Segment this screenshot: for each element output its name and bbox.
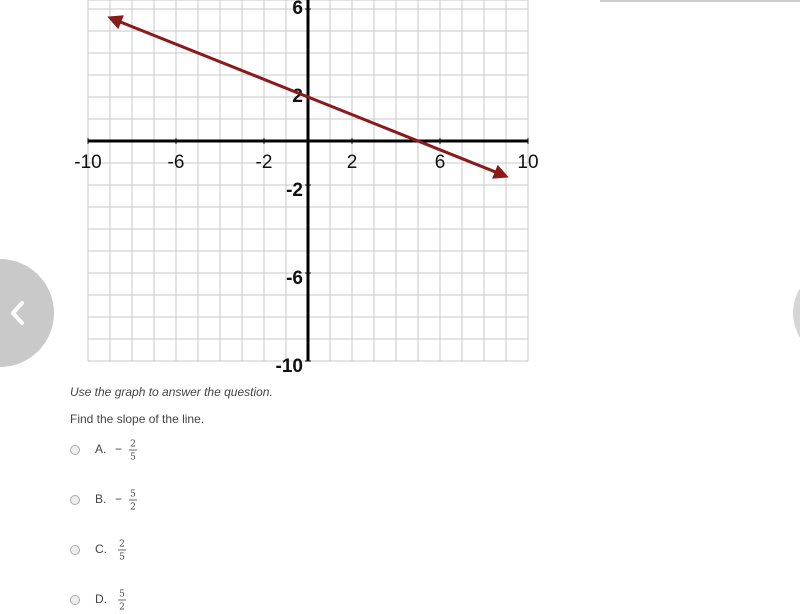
instruction: Use the graph to answer the question. xyxy=(70,385,273,399)
option[interactable]: C. 2 5 xyxy=(70,540,127,563)
x-tick-label: 6 xyxy=(435,152,446,173)
y-tick-label: 2 xyxy=(292,86,303,107)
y-tick-label: -6 xyxy=(286,268,303,289)
denominator: 5 xyxy=(130,453,136,463)
option-label: D. xyxy=(95,592,107,606)
options: A. −25B. −52C. 25D. 52 xyxy=(70,440,138,613)
numerator: 5 xyxy=(119,590,125,600)
radio-button[interactable] xyxy=(70,495,80,505)
y-tick-label: -10 xyxy=(276,356,303,377)
x-tick-label: 10 xyxy=(517,152,538,173)
question: Find the slope of the line. xyxy=(70,412,204,426)
sign: − xyxy=(115,442,122,456)
line xyxy=(107,15,509,179)
radio-button[interactable] xyxy=(70,445,80,455)
numerator: 5 xyxy=(130,490,136,500)
next-button[interactable] xyxy=(793,266,800,360)
x-tick-label: -10 xyxy=(74,152,101,173)
x-tick-label: 2 xyxy=(347,152,358,173)
y-tick-label: -2 xyxy=(286,180,303,201)
numerator: 2 xyxy=(119,540,125,550)
denominator: 2 xyxy=(119,603,125,613)
sign: − xyxy=(115,492,122,506)
graph: -10 -6 -2 2 6 10 6 2 -2 -6 -10 xyxy=(74,0,539,377)
option[interactable]: A. −2 5 xyxy=(70,440,138,463)
prev-icon xyxy=(11,301,24,325)
option-label: A. xyxy=(95,442,106,456)
option-label: C. xyxy=(95,542,107,556)
option[interactable]: D. 5 2 xyxy=(70,590,127,613)
radio-button[interactable] xyxy=(70,545,80,555)
radio-button[interactable] xyxy=(70,595,80,605)
prev-button[interactable] xyxy=(0,259,54,367)
y-tick-label: 6 xyxy=(292,0,303,19)
x-tick-label: -2 xyxy=(256,152,273,173)
option-label: B. xyxy=(95,492,106,506)
denominator: 5 xyxy=(119,553,125,563)
numerator: 2 xyxy=(130,440,136,450)
denominator: 2 xyxy=(130,503,136,513)
option[interactable]: B. −5 2 xyxy=(70,490,138,513)
x-tick-label: -6 xyxy=(168,152,185,173)
